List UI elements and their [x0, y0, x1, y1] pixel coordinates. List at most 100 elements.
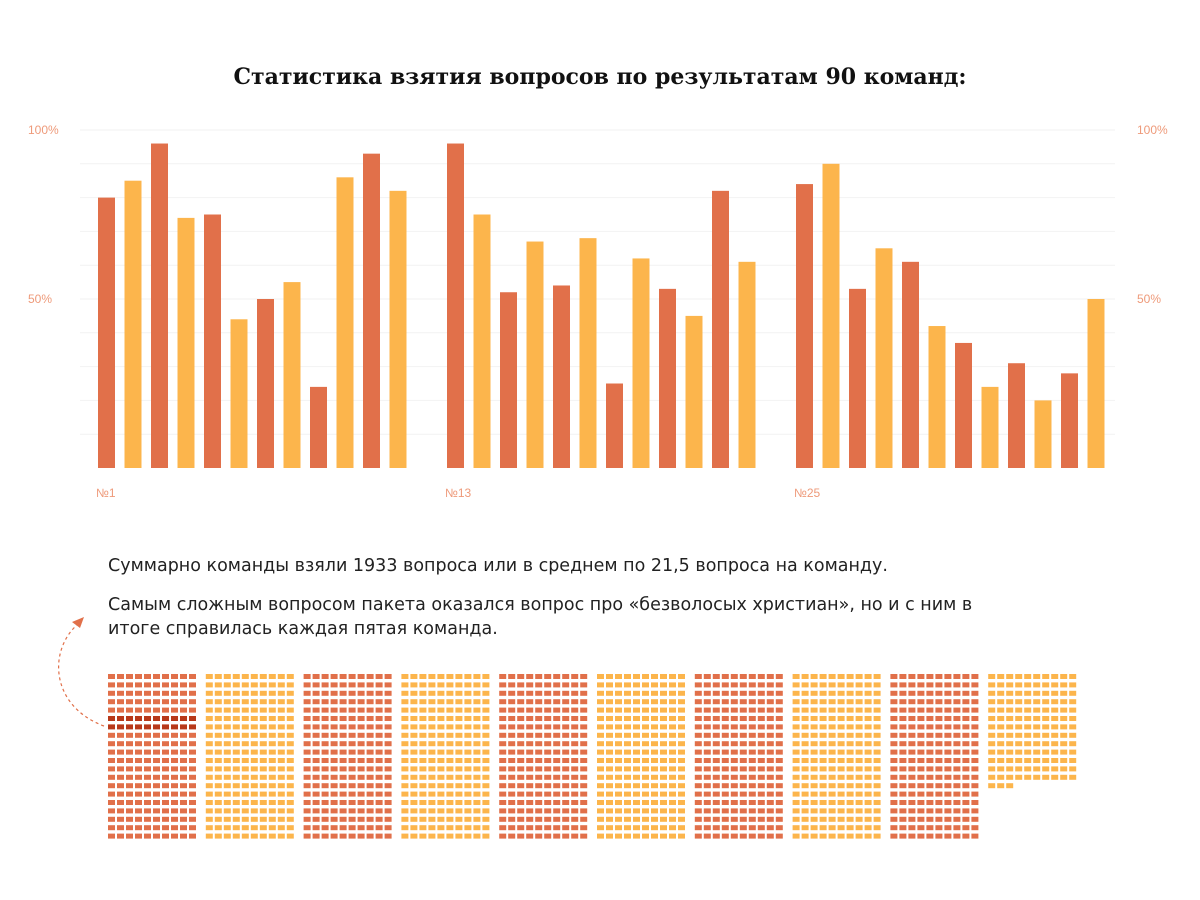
waffle-cell [792, 707, 800, 713]
waffle-cell [890, 716, 898, 721]
waffle-cell [899, 791, 907, 797]
waffle-cell [1024, 690, 1032, 696]
waffle-cell [464, 774, 472, 780]
waffle-cell [694, 732, 702, 738]
waffle-cell [162, 690, 169, 696]
waffle-cell [330, 741, 338, 747]
waffle-cell [117, 774, 124, 780]
waffle-cell [366, 674, 374, 679]
waffle-cell [366, 816, 374, 822]
waffle-cell [286, 716, 294, 721]
waffle-cell [953, 690, 961, 696]
waffle-cell [366, 741, 374, 747]
waffle-cell [153, 749, 160, 755]
waffle-cell [144, 732, 151, 738]
waffle-cell [748, 732, 756, 738]
waffle-cell [1069, 674, 1077, 679]
waffle-cell [312, 674, 320, 679]
waffle-cell [792, 825, 800, 831]
waffle-cell [837, 783, 845, 789]
waffle-cell [944, 682, 952, 688]
waffle-cell [286, 774, 294, 780]
waffle-cell [562, 766, 570, 772]
waffle-cell [642, 825, 649, 831]
waffle-cell [926, 791, 934, 797]
waffle-cell [446, 774, 454, 780]
waffle-cell [241, 800, 249, 805]
waffle-cell [1033, 741, 1041, 747]
waffle-cell [1051, 716, 1059, 721]
waffle-cell [908, 783, 916, 789]
waffle-cell [721, 800, 729, 805]
waffle-cell [971, 791, 979, 797]
waffle-cell [660, 774, 667, 780]
waffle-cell [499, 758, 507, 763]
waffle-cell [259, 808, 267, 814]
waffle-cell [419, 699, 427, 705]
waffle-cell [437, 707, 445, 713]
waffle-cell [312, 800, 320, 805]
waffle-cell [615, 674, 622, 679]
waffle-cell [259, 758, 267, 763]
bar [1008, 363, 1025, 468]
waffle-cell [126, 674, 133, 679]
waffle-cell [642, 783, 649, 789]
waffle-cell [205, 690, 213, 696]
waffle-cell [437, 749, 445, 755]
waffle-cell [1033, 766, 1041, 772]
waffle-cell [223, 825, 231, 831]
waffle-cell [482, 741, 490, 747]
waffle-cell [117, 825, 124, 831]
waffle-cell [171, 825, 178, 831]
waffle-cell [855, 699, 863, 705]
waffle-cell [375, 674, 383, 679]
waffle-cell [250, 758, 258, 763]
waffle-cell [419, 682, 427, 688]
bar [447, 143, 464, 468]
waffle-cell [819, 758, 827, 763]
waffle-cell [926, 741, 934, 747]
waffle-cell [321, 791, 329, 797]
waffle-cell [757, 690, 765, 696]
bar [902, 261, 919, 468]
waffle-cell [917, 674, 925, 679]
waffle-cell [544, 766, 552, 772]
waffle-cell [615, 724, 622, 730]
waffle-cell [1042, 707, 1050, 713]
waffle-cell-highlight [189, 724, 196, 730]
waffle-cell [757, 808, 765, 814]
waffle-cell [917, 791, 925, 797]
waffle-cell [997, 741, 1005, 747]
waffle-cell [171, 808, 178, 814]
waffle-cell [712, 783, 720, 789]
waffle-cell [508, 791, 516, 797]
waffle-cell [108, 707, 115, 713]
waffle-cell [135, 690, 142, 696]
waffle-cell [873, 690, 881, 696]
waffle-cell [223, 674, 231, 679]
waffle-cell [660, 707, 667, 713]
waffle-cell [410, 758, 418, 763]
waffle-cell [660, 749, 667, 755]
waffle-cell [526, 699, 534, 705]
waffle-cell [651, 741, 658, 747]
waffle-cell [721, 808, 729, 814]
waffle-cell [508, 825, 516, 831]
waffle-cell [580, 674, 588, 679]
waffle-cell [571, 724, 579, 730]
waffle-cell [526, 758, 534, 763]
waffle-cell [926, 707, 934, 713]
waffle-cell [669, 699, 676, 705]
waffle-cell [223, 682, 231, 688]
waffle-cell [214, 724, 222, 730]
waffle-cell [464, 682, 472, 688]
waffle-cell [303, 791, 311, 797]
waffle-cell [375, 707, 383, 713]
waffle-cell [801, 791, 809, 797]
waffle-cell [153, 674, 160, 679]
waffle-cell [1051, 707, 1059, 713]
waffle-cell [953, 724, 961, 730]
waffle-cell-highlight [189, 716, 196, 721]
waffle-cell [1060, 724, 1068, 730]
waffle-cell [303, 749, 311, 755]
